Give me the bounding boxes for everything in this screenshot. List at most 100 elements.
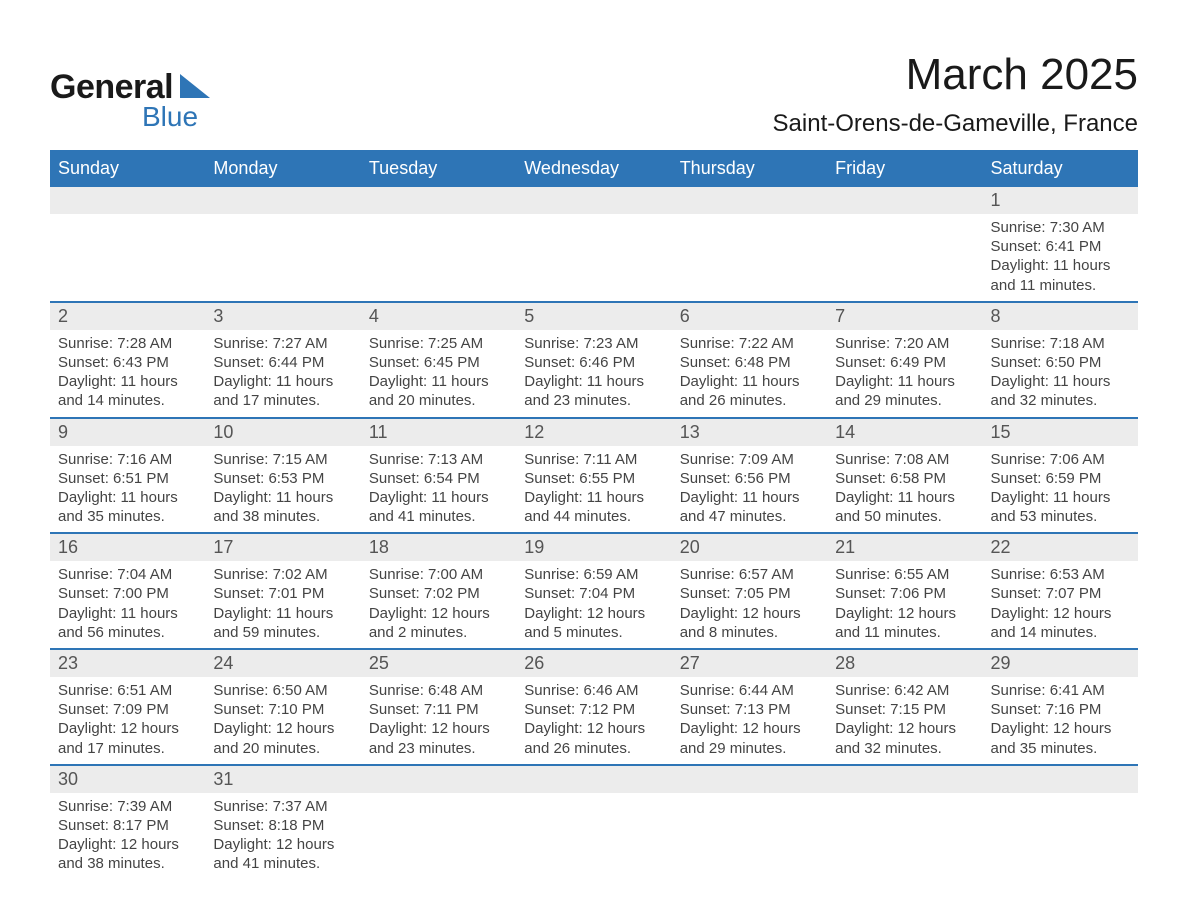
day-number: 19 <box>516 534 671 561</box>
day-cell-detail: Sunrise: 6:53 AMSunset: 7:07 PMDaylight:… <box>983 561 1138 649</box>
day-detail: Sunrise: 6:50 AMSunset: 7:10 PMDaylight:… <box>205 677 360 764</box>
sunset-text: Sunset: 6:43 PM <box>58 353 197 372</box>
day-cell-number <box>361 186 516 214</box>
day-number <box>672 187 827 214</box>
day-header: Monday <box>205 151 360 186</box>
day-cell-detail: Sunrise: 7:22 AMSunset: 6:48 PMDaylight:… <box>672 330 827 418</box>
sunset-text: Sunset: 6:56 PM <box>680 469 819 488</box>
day-header: Thursday <box>672 151 827 186</box>
day-header-row: Sunday Monday Tuesday Wednesday Thursday… <box>50 151 1138 186</box>
day-cell-detail: Sunrise: 6:46 AMSunset: 7:12 PMDaylight:… <box>516 677 671 765</box>
daynum-row: 23242526272829 <box>50 649 1138 677</box>
sunset-text: Sunset: 6:53 PM <box>213 469 352 488</box>
day-detail <box>827 793 982 873</box>
day-cell-number: 3 <box>205 302 360 330</box>
day-cell-number: 20 <box>672 533 827 561</box>
daylight-text: Daylight: 11 hours and 11 minutes. <box>991 256 1130 294</box>
day-cell-detail: Sunrise: 6:57 AMSunset: 7:05 PMDaylight:… <box>672 561 827 649</box>
day-number: 31 <box>205 766 360 793</box>
sunrise-text: Sunrise: 7:13 AM <box>369 450 508 469</box>
day-number: 26 <box>516 650 671 677</box>
sunrise-text: Sunrise: 7:09 AM <box>680 450 819 469</box>
day-number: 14 <box>827 419 982 446</box>
day-number: 24 <box>205 650 360 677</box>
day-detail: Sunrise: 7:20 AMSunset: 6:49 PMDaylight:… <box>827 330 982 417</box>
sunset-text: Sunset: 7:10 PM <box>213 700 352 719</box>
sunrise-text: Sunrise: 6:48 AM <box>369 681 508 700</box>
sunrise-text: Sunrise: 6:42 AM <box>835 681 974 700</box>
day-header: Tuesday <box>361 151 516 186</box>
daylight-text: Daylight: 12 hours and 5 minutes. <box>524 604 663 642</box>
daylight-text: Daylight: 11 hours and 32 minutes. <box>991 372 1130 410</box>
day-detail: Sunrise: 7:37 AMSunset: 8:18 PMDaylight:… <box>205 793 360 880</box>
sunset-text: Sunset: 6:48 PM <box>680 353 819 372</box>
sunset-text: Sunset: 6:55 PM <box>524 469 663 488</box>
sunset-text: Sunset: 7:12 PM <box>524 700 663 719</box>
day-detail: Sunrise: 6:59 AMSunset: 7:04 PMDaylight:… <box>516 561 671 648</box>
day-detail <box>361 793 516 873</box>
day-number: 2 <box>50 303 205 330</box>
sunrise-text: Sunrise: 7:37 AM <box>213 797 352 816</box>
day-number: 29 <box>983 650 1138 677</box>
day-cell-detail <box>516 214 671 302</box>
sunrise-text: Sunrise: 6:53 AM <box>991 565 1130 584</box>
day-detail: Sunrise: 6:53 AMSunset: 7:07 PMDaylight:… <box>983 561 1138 648</box>
daylight-text: Daylight: 11 hours and 47 minutes. <box>680 488 819 526</box>
day-cell-detail: Sunrise: 7:09 AMSunset: 6:56 PMDaylight:… <box>672 446 827 534</box>
day-number: 12 <box>516 419 671 446</box>
day-cell-detail: Sunrise: 7:30 AMSunset: 6:41 PMDaylight:… <box>983 214 1138 302</box>
day-number: 6 <box>672 303 827 330</box>
day-header: Sunday <box>50 151 205 186</box>
day-number: 22 <box>983 534 1138 561</box>
header-area: General Blue March 2025 Saint-Orens-de-G… <box>50 40 1138 150</box>
day-detail: Sunrise: 7:30 AMSunset: 6:41 PMDaylight:… <box>983 214 1138 301</box>
day-cell-number: 17 <box>205 533 360 561</box>
sunset-text: Sunset: 7:02 PM <box>369 584 508 603</box>
logo-triangle-icon <box>180 74 210 103</box>
day-detail: Sunrise: 7:15 AMSunset: 6:53 PMDaylight:… <box>205 446 360 533</box>
day-cell-number: 28 <box>827 649 982 677</box>
day-number <box>827 766 982 793</box>
day-detail: Sunrise: 7:18 AMSunset: 6:50 PMDaylight:… <box>983 330 1138 417</box>
month-title: March 2025 <box>773 50 1138 100</box>
sunrise-text: Sunrise: 7:27 AM <box>213 334 352 353</box>
day-number: 1 <box>983 187 1138 214</box>
day-cell-detail <box>827 793 982 880</box>
day-cell-detail: Sunrise: 7:25 AMSunset: 6:45 PMDaylight:… <box>361 330 516 418</box>
day-detail <box>516 793 671 873</box>
day-cell-number: 22 <box>983 533 1138 561</box>
day-detail <box>205 214 360 294</box>
sunrise-text: Sunrise: 7:06 AM <box>991 450 1130 469</box>
day-number <box>516 766 671 793</box>
sunset-text: Sunset: 7:11 PM <box>369 700 508 719</box>
day-detail: Sunrise: 6:44 AMSunset: 7:13 PMDaylight:… <box>672 677 827 764</box>
day-cell-detail: Sunrise: 6:59 AMSunset: 7:04 PMDaylight:… <box>516 561 671 649</box>
sunrise-text: Sunrise: 7:16 AM <box>58 450 197 469</box>
daynum-row: 9101112131415 <box>50 418 1138 446</box>
day-cell-number: 29 <box>983 649 1138 677</box>
day-cell-number <box>827 186 982 214</box>
day-detail: Sunrise: 6:51 AMSunset: 7:09 PMDaylight:… <box>50 677 205 764</box>
sunset-text: Sunset: 7:06 PM <box>835 584 974 603</box>
day-number: 28 <box>827 650 982 677</box>
sunset-text: Sunset: 7:13 PM <box>680 700 819 719</box>
sunrise-text: Sunrise: 7:22 AM <box>680 334 819 353</box>
day-cell-detail: Sunrise: 7:37 AMSunset: 8:18 PMDaylight:… <box>205 793 360 880</box>
sunset-text: Sunset: 8:18 PM <box>213 816 352 835</box>
day-cell-detail <box>361 793 516 880</box>
day-cell-detail: Sunrise: 6:44 AMSunset: 7:13 PMDaylight:… <box>672 677 827 765</box>
day-number: 16 <box>50 534 205 561</box>
sunrise-text: Sunrise: 7:39 AM <box>58 797 197 816</box>
daylight-text: Daylight: 11 hours and 35 minutes. <box>58 488 197 526</box>
sunset-text: Sunset: 6:46 PM <box>524 353 663 372</box>
day-cell-detail: Sunrise: 7:13 AMSunset: 6:54 PMDaylight:… <box>361 446 516 534</box>
day-number: 23 <box>50 650 205 677</box>
day-cell-detail: Sunrise: 6:41 AMSunset: 7:16 PMDaylight:… <box>983 677 1138 765</box>
day-cell-number: 10 <box>205 418 360 446</box>
sunrise-text: Sunrise: 7:11 AM <box>524 450 663 469</box>
daynum-row: 16171819202122 <box>50 533 1138 561</box>
daylight-text: Daylight: 11 hours and 59 minutes. <box>213 604 352 642</box>
day-number: 17 <box>205 534 360 561</box>
day-cell-detail: Sunrise: 7:23 AMSunset: 6:46 PMDaylight:… <box>516 330 671 418</box>
day-cell-detail: Sunrise: 7:15 AMSunset: 6:53 PMDaylight:… <box>205 446 360 534</box>
